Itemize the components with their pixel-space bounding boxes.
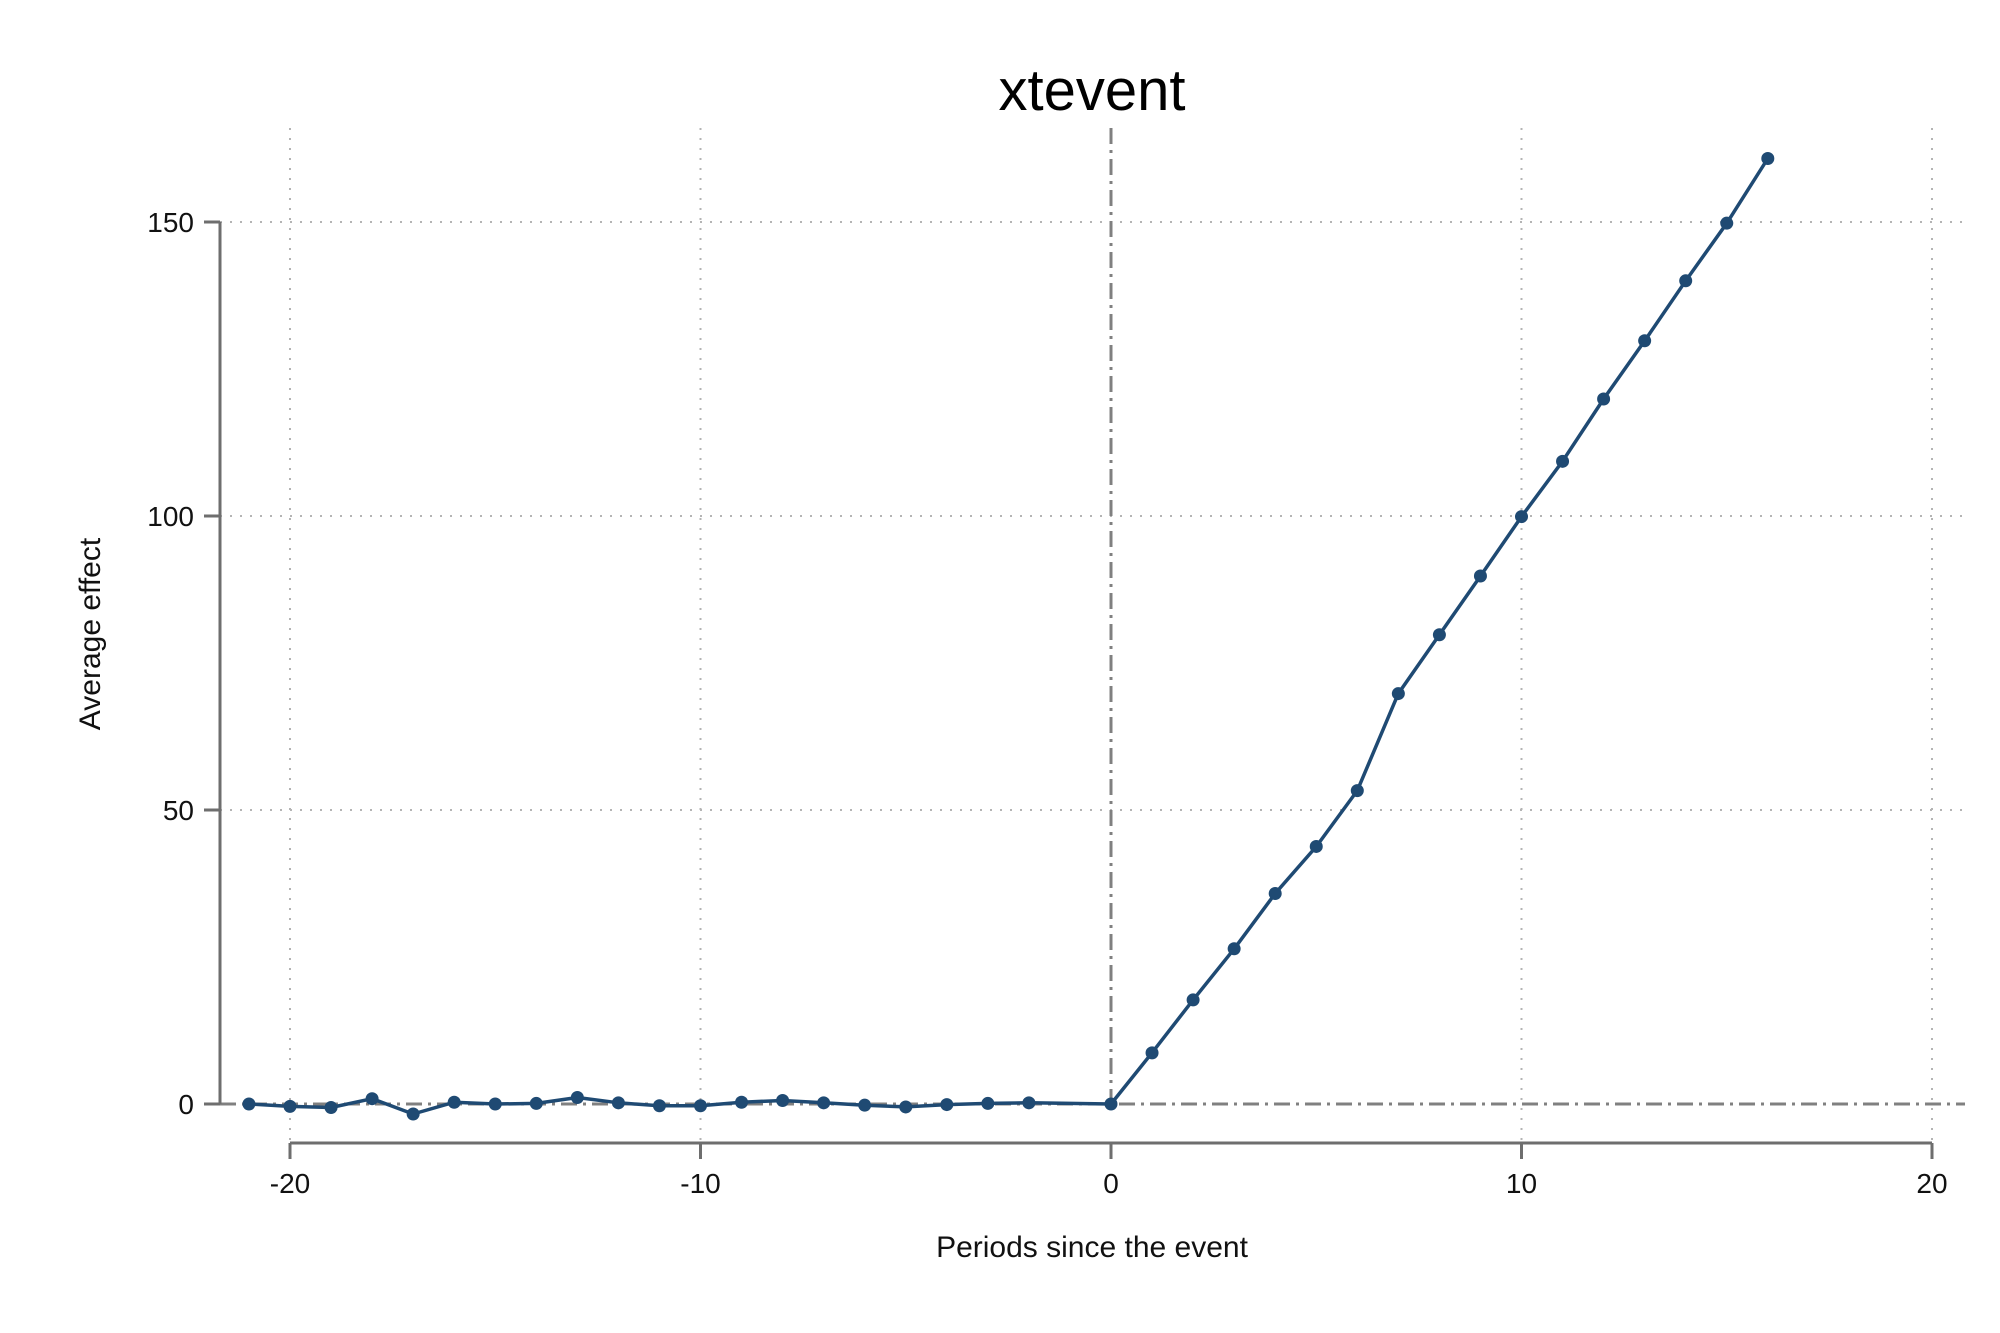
data-point — [1268, 886, 1282, 900]
data-point — [611, 1096, 625, 1110]
data-point — [242, 1097, 256, 1111]
y-tick-label: 100 — [147, 501, 194, 532]
data-point — [1679, 274, 1693, 288]
data-point — [447, 1095, 461, 1109]
data-point — [570, 1091, 584, 1105]
data-point — [1473, 569, 1487, 583]
gridlines — [220, 128, 1965, 1143]
data-point — [981, 1096, 995, 1110]
data-point — [1186, 993, 1200, 1007]
data-point — [365, 1092, 379, 1106]
data-point — [1104, 1097, 1118, 1111]
data-point — [817, 1096, 831, 1110]
y-tick-label: 150 — [147, 207, 194, 238]
data-point — [1227, 942, 1241, 956]
series-layer — [242, 151, 1775, 1121]
data-point — [1309, 839, 1323, 853]
data-point — [1391, 687, 1405, 701]
data-point — [1515, 510, 1528, 524]
data-point — [694, 1099, 707, 1113]
series-line — [248, 157, 1770, 1116]
data-point — [488, 1097, 502, 1111]
data-point — [858, 1098, 872, 1112]
data-point — [1597, 392, 1611, 406]
data-point — [1720, 216, 1734, 230]
data-point — [406, 1107, 420, 1121]
axes: 0 50 100 150 -20 -10 0 10 20 — [147, 207, 1947, 1199]
x-tick-label: -10 — [680, 1168, 720, 1199]
y-tick-label: 50 — [163, 795, 194, 826]
data-point — [529, 1096, 543, 1110]
y-tick-label: 0 — [178, 1089, 194, 1120]
reference-lines — [220, 128, 1965, 1106]
data-point — [735, 1095, 749, 1109]
x-tick-label: -20 — [270, 1168, 310, 1199]
chart-title: xtevent — [999, 58, 1186, 123]
x-tick-label: 20 — [1916, 1168, 1947, 1199]
data-point — [1022, 1096, 1036, 1110]
x-tick-label: 10 — [1506, 1168, 1537, 1199]
data-point — [1350, 784, 1364, 798]
data-point — [283, 1099, 297, 1113]
data-point — [940, 1098, 954, 1112]
data-point — [1556, 454, 1570, 468]
data-point — [652, 1099, 666, 1113]
data-point — [1761, 151, 1775, 165]
data-point — [324, 1101, 338, 1115]
data-point — [776, 1093, 790, 1107]
y-axis-title: Average effect — [74, 537, 107, 730]
x-tick-label: 0 — [1103, 1168, 1119, 1199]
data-point — [1145, 1046, 1159, 1060]
data-point — [899, 1100, 913, 1114]
data-point — [1432, 628, 1446, 642]
x-axis-title: Periods since the event — [936, 1231, 1249, 1264]
data-point — [1638, 334, 1652, 348]
